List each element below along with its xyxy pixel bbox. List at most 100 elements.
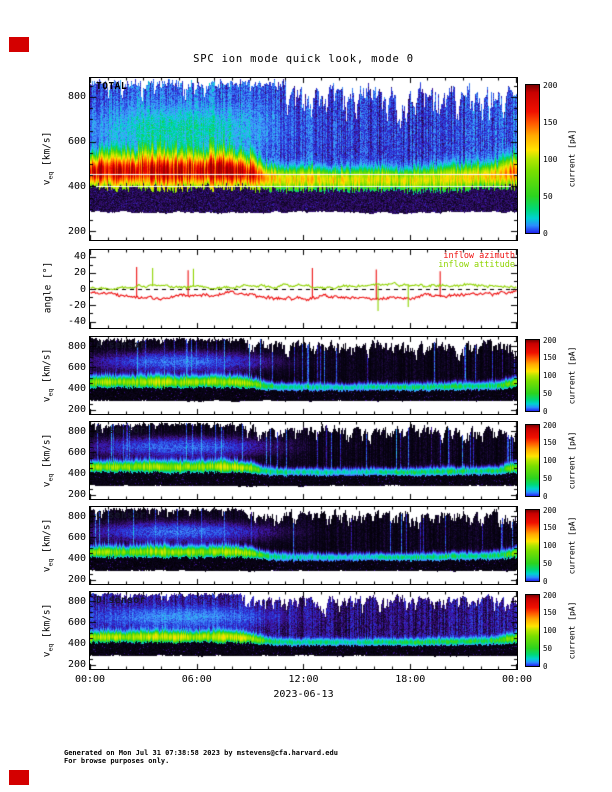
colorbar-tick-label-sensor-a: 0 [543,406,548,416]
spectrogram-canvas-sensor-a [90,337,517,414]
x-tick-label-1: 06:00 [181,674,212,685]
y-tick-label-sensor-a: 200 [67,404,86,416]
line-plot-canvas-inflow-angles [90,250,517,328]
colorbar-unit-label-sensor-d: current [pA] [567,601,577,659]
colorbar-tick-label-total: 50 [543,191,553,201]
panel-sensor-a [89,336,518,415]
colorbar-tick-label-sensor-a: 200 [543,335,557,345]
y-tick-label-total: 200 [67,225,86,237]
y-tick-label-total: 600 [67,136,86,148]
x-tick-label-2: 12:00 [288,674,319,685]
colorbar-tick-label-sensor-d: 100 [543,626,557,635]
colorbar-tick-label-sensor-d: 50 [543,643,553,653]
y-tick-label-inflow-angles: -40 [67,316,86,327]
panel-label-sensor-c: C sensor [96,510,146,521]
y-tick-label-inflow-angles: 20 [73,267,86,279]
colorbar-tick-label-sensor-a: 150 [543,353,557,363]
colorbar-tick-label-total: 100 [543,154,558,164]
y-tick-label-sensor-a: 800 [67,340,86,352]
y-tick-label-sensor-c: 200 [67,574,86,586]
colorbar-sensor-c [525,509,540,582]
panel-inflow-angles [89,249,518,329]
colorbar-unit-label-sensor-c: current [pA] [567,516,577,574]
spectrogram-canvas-sensor-d [90,592,517,669]
colorbar-unit-label-sensor-b: current [pA] [567,431,577,489]
colorbar-tick-label-sensor-d: 200 [543,590,557,600]
colorbar-unit-label-sensor-a: current [pA] [567,346,577,404]
y-tick-label-sensor-d: 600 [67,616,86,628]
colorbar-tick-label-sensor-a: 50 [543,388,553,398]
y-tick-label-sensor-b: 800 [67,425,86,437]
colorbar-tick-label-sensor-c: 50 [543,558,553,568]
colorbar-tick-label-sensor-d: 150 [543,608,557,618]
colorbar-tick-label-sensor-a: 100 [543,371,557,380]
y-tick-label-sensor-b: 600 [67,446,86,458]
spectrogram-canvas-total [90,78,517,240]
y-tick-label-sensor-c: 800 [67,510,86,522]
panel-label-sensor-a: A sensor [96,340,146,351]
ylabel-pre: v [41,179,53,186]
spectrogram-canvas-sensor-b [90,422,517,499]
spectrogram-canvas-sensor-c [90,507,517,584]
panel-label-total: TOTAL [96,81,128,92]
ylabel-sub: eq [46,171,55,180]
y-tick-label-sensor-b: 400 [67,468,86,479]
colorbar-tick-label-total: 200 [543,80,558,90]
colorbar-unit-label-total: current [pA] [567,129,577,188]
colorbar-tick-label-sensor-b: 0 [543,491,548,501]
colorbar-tick-label-sensor-c: 150 [543,523,557,533]
y-tick-label-sensor-d: 200 [67,659,86,671]
panel-sensor-b [89,421,518,500]
footer-browse-line: For browse purposes only. [64,757,170,765]
legend-inflow-attitude: inflow attitude [438,260,515,270]
colorbar-tick-label-sensor-b: 50 [543,473,553,483]
ylabel-sub: eq [46,643,55,652]
ylabel-post: [km/s] [41,131,53,172]
red-annotation-box-top [9,37,29,52]
y-tick-label-sensor-c: 400 [67,553,86,564]
panel-sensor-d [89,591,518,670]
y-tick-label-sensor-b: 200 [67,489,86,501]
footer-generated-line: Generated on Mon Jul 31 07:38:58 2023 by… [64,749,338,757]
ylabel-post: [km/s] [41,518,53,559]
colorbar-total [525,84,540,234]
colorbar-tick-label-total: 0 [543,228,548,238]
x-tick-label-4: 00:00 [501,674,533,685]
colorbar-sensor-b [525,424,540,497]
colorbar-tick-label-sensor-b: 100 [543,456,557,465]
colorbar-sensor-a [525,339,540,412]
panel-total [89,77,518,241]
panel-sensor-c [89,506,518,585]
colorbar-tick-label-sensor-c: 0 [543,576,548,586]
colorbar-tick-label-sensor-b: 150 [543,438,557,448]
y-axis-label-sensor-d: veq [km/s] [42,560,55,700]
ylabel-post: [km/s] [41,348,53,389]
ylabel-post: [km/s] [41,603,53,644]
y-tick-label-sensor-a: 600 [67,361,86,373]
y-tick-label-inflow-angles: -20 [67,299,86,311]
x-tick-label-3: 18:00 [395,674,426,685]
colorbar-tick-label-sensor-d: 0 [543,661,548,671]
y-tick-label-sensor-c: 600 [67,531,86,543]
red-annotation-box-bottom [9,770,29,785]
colorbar-tick-label-sensor-b: 200 [543,420,557,430]
figure-title: SPC ion mode quick look, mode 0 [193,53,414,65]
x-tick-label-0: 00:00 [74,674,106,685]
y-axis-label-total: veq [km/s] [42,88,55,228]
panel-label-sensor-d: D sensor [96,595,146,606]
colorbar-tick-label-sensor-c: 200 [543,505,557,515]
colorbar-tick-label-total: 150 [543,117,558,127]
y-tick-label-inflow-angles: 40 [73,251,86,262]
y-tick-label-total: 800 [67,91,86,103]
legend-inflow-azimuth: inflow azimuth [443,251,515,261]
y-tick-label-inflow-angles: 0 [79,283,86,295]
colorbar-sensor-d [525,594,540,667]
x-axis-date-label: 2023-06-13 [273,689,334,700]
ylabel-pre: v [41,651,53,657]
y-tick-label-sensor-d: 400 [67,638,86,649]
panel-label-sensor-b: B sensor [96,425,146,436]
y-tick-label-total: 400 [67,180,86,192]
colorbar-tick-label-sensor-c: 100 [543,541,557,550]
ylabel-post: [km/s] [41,433,53,474]
